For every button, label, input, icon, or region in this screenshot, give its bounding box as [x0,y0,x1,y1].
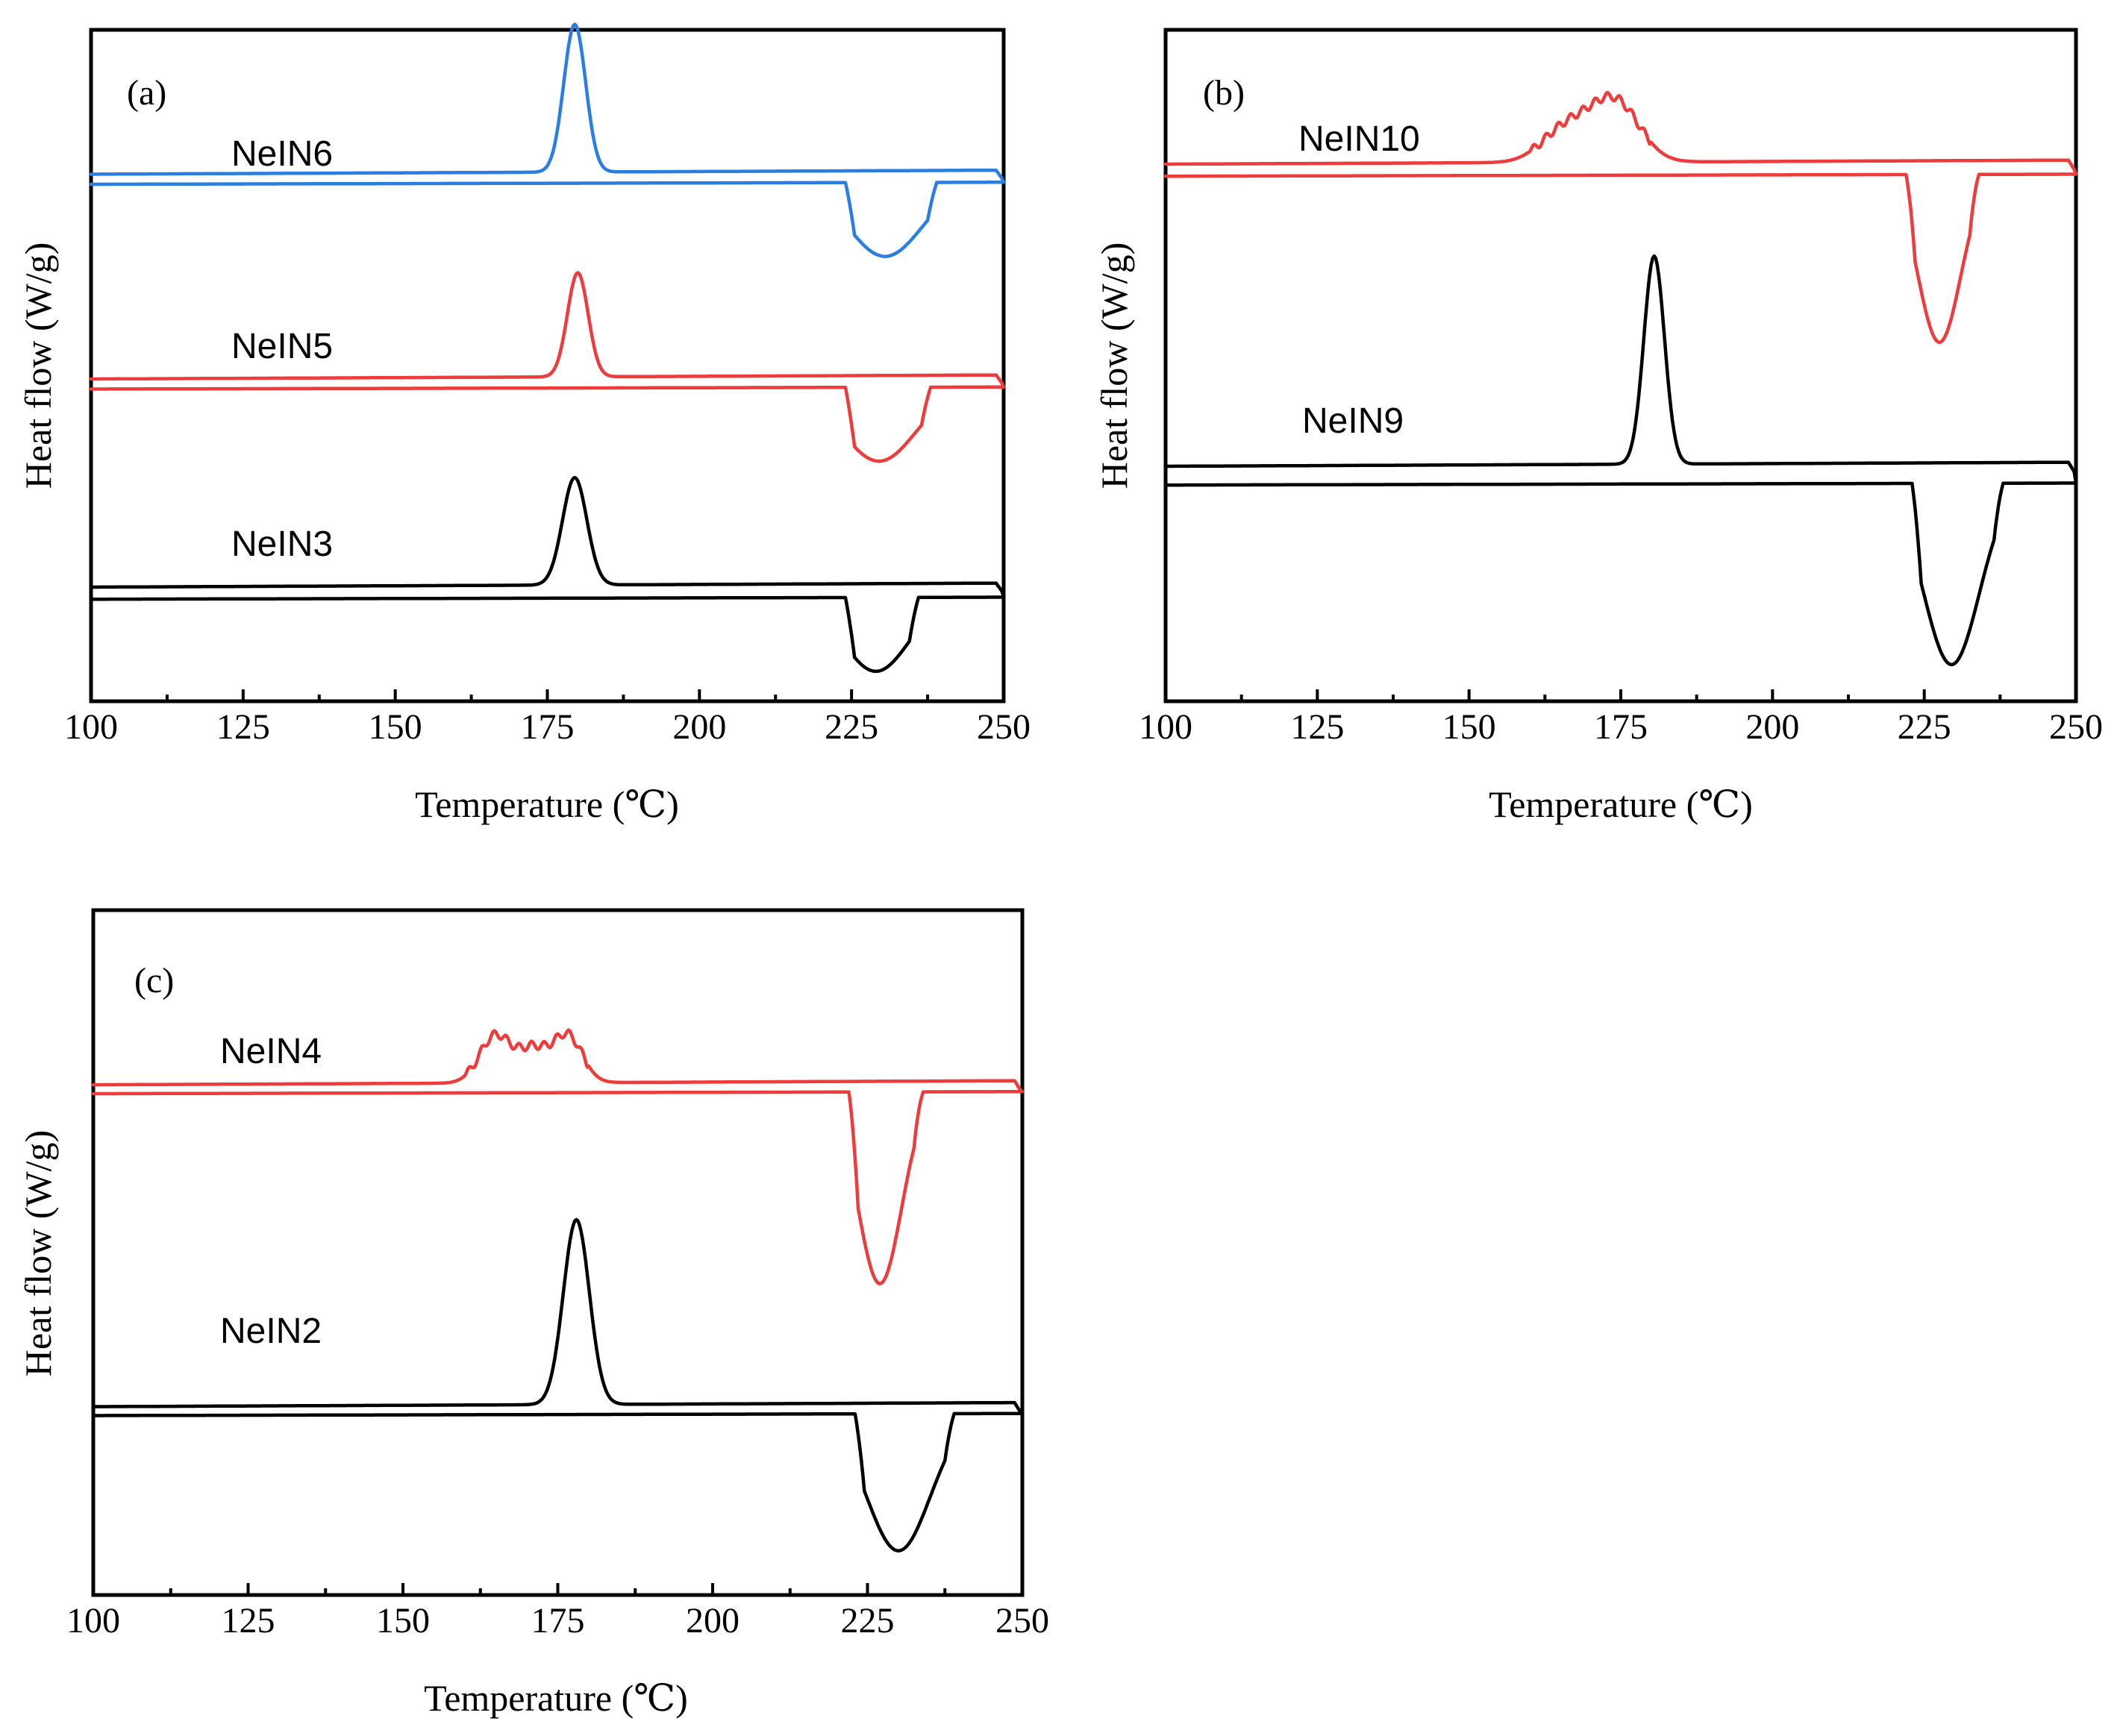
panel-label: (c) [134,961,174,1000]
series-label-neIN4: NeIN4 [220,1032,322,1071]
x-tick-label: 225 [841,1601,895,1641]
x-tick-label: 200 [672,707,726,747]
x-axis-ticks: 100 125 150 175 200 225 250 [64,689,1031,747]
panel-a: 100 125 150 175 200 225 250 (a) NeIN6 NeIN5 Ne… [17,22,1031,825]
curves [1163,90,2078,667]
series-curve-nein2 [91,1218,1025,1552]
x-tick-label: 125 [1290,707,1344,747]
x-axis-title: Temperature (℃) [1489,783,1753,825]
series-label-neIN9: NeIN9 [1302,401,1404,441]
series-label-neIN3: NeIN3 [231,524,333,564]
x-tick-label: 125 [222,1601,275,1641]
curves [91,1028,1025,1552]
x-tick-label: 250 [977,707,1031,747]
panel-b: 100 125 150 175 200 225 250 (b) NeIN10 NeIN9 T… [1093,28,2103,825]
panel-c: 100 125 150 175 200 225 250 (c) NeIN4 NeIN2 Te… [17,908,1049,1719]
x-tick-label: 150 [369,707,422,747]
x-tick-label: 150 [376,1601,430,1641]
x-tick-label: 225 [1898,707,1951,747]
x-axis-title: Temperature (℃) [424,1677,688,1719]
x-tick-label: 125 [216,707,270,747]
y-axis-title: Heat flow (W/g) [1093,242,1135,489]
series-label-neIN5: NeIN5 [231,327,333,366]
y-axis-title: Heat flow (W/g) [17,1130,59,1376]
curves [89,22,1006,674]
x-tick-label: 200 [1745,707,1799,747]
series-curve-nein5 [89,271,1006,463]
series-curve-nein9 [1163,254,2078,667]
x-axis-ticks: 100 125 150 175 200 225 250 [1139,689,2103,747]
plot-frame [91,908,1025,1597]
panel-label: (b) [1203,73,1245,113]
x-tick-label: 225 [825,707,878,747]
x-tick-label: 200 [686,1601,740,1641]
x-tick-label: 175 [531,1601,585,1641]
series-label-neIN2: NeIN2 [220,1312,322,1351]
y-axis-title: Heat flow (W/g) [17,242,59,489]
series-label-neIN10: NeIN10 [1298,119,1420,159]
series-curve-nein10 [1163,90,2078,345]
panel-label: (a) [127,73,166,113]
x-tick-label: 175 [521,707,575,747]
x-tick-label: 175 [1594,707,1648,747]
x-tick-label: 100 [1139,707,1192,747]
series-curve-nein3 [89,475,1006,674]
x-tick-label: 250 [2049,707,2103,747]
x-tick-label: 100 [64,707,118,747]
series-curve-nein6 [89,22,1006,258]
x-tick-label: 100 [66,1601,120,1641]
series-curve-nein4 [91,1028,1025,1285]
x-axis-ticks: 100 125 150 175 200 225 250 [66,1583,1049,1641]
x-axis-title: Temperature (℃) [415,783,679,825]
series-label-neIN6: NeIN6 [231,134,333,174]
x-tick-label: 250 [995,1601,1049,1641]
x-tick-label: 150 [1442,707,1496,747]
